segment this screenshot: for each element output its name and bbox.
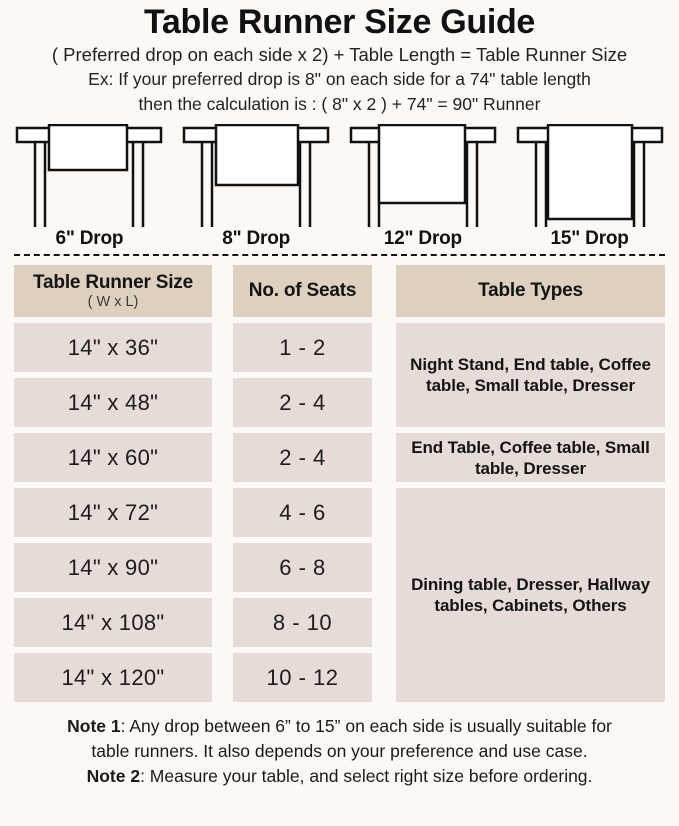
example-line-1: Ex: If your preferred drop is 8" on each… [88, 69, 591, 89]
seats-value: 2 - 4 [279, 444, 326, 470]
table-row: 14" x 72" [14, 488, 212, 537]
drop-diagram-8: 8" Drop [173, 124, 340, 250]
drop-label-6: 6" Drop [55, 228, 124, 249]
header-cell-table-types: Table Types [396, 265, 665, 317]
table-row: 14" x 120" [14, 653, 212, 702]
table-row: 8 - 10 [233, 598, 372, 647]
table-row: 14" x 36" [14, 323, 212, 372]
table-with-runner-illustration-15 [516, 124, 663, 227]
note-1-text: : Any drop between 6” to 15” on each sid… [120, 716, 612, 736]
note-1-continuation: table runners. It also depends on your p… [91, 741, 588, 761]
example-line-2: then the calculation is : ( 8" x 2 ) + 7… [138, 94, 541, 114]
runner-size-value: 14" x 90" [67, 554, 159, 580]
drop-diagram-6: 6" Drop [6, 124, 173, 250]
table-row: 10 - 12 [233, 653, 372, 702]
drop-diagram-15: 15" Drop [506, 124, 673, 250]
seats-value: 10 - 12 [266, 664, 339, 690]
drop-diagrams: 6" Drop 8" Drop 12" Drop [0, 124, 679, 250]
runner-size-value: 14" x 108" [61, 609, 165, 635]
table-row: 14" x 60" [14, 433, 212, 482]
note-line-1: Note 1: Any drop between 6” to 15” on ea… [6, 714, 673, 739]
column-runner-size: Table Runner Size ( W x L) 14" x 36" 14"… [14, 265, 212, 702]
seats-value: 4 - 6 [279, 499, 326, 525]
table-types-cell: End Table, Coffee table, Small table, Dr… [396, 433, 665, 482]
seats-value: 1 - 2 [279, 334, 326, 360]
seats-value: 2 - 4 [279, 389, 326, 415]
table-row: 2 - 4 [233, 378, 372, 427]
formula-line: ( Preferred drop on each side x 2) + Tab… [51, 44, 628, 65]
runner-size-value: 14" x 120" [61, 664, 165, 690]
runner-size-value: 14" x 60" [67, 444, 159, 470]
header-runner-size-title: Table Runner Size [33, 271, 193, 293]
table-with-runner-illustration-6 [16, 124, 163, 227]
table-types-value: End Table, Coffee table, Small table, Dr… [411, 437, 650, 478]
table-with-runner-illustration-12 [349, 124, 497, 227]
column-table-types: Table Types Night Stand, End table, Coff… [396, 265, 665, 702]
header-table-types-title: Table Types [478, 280, 583, 301]
page-title: Table Runner Size Guide [143, 3, 536, 41]
table-types-cell: Dining table, Dresser, Hallway tables, C… [396, 488, 665, 702]
size-table: Table Runner Size ( W x L) 14" x 36" 14"… [0, 265, 679, 702]
table-row: 2 - 4 [233, 433, 372, 482]
section-divider [14, 254, 665, 256]
drop-label-8: 8" Drop [222, 228, 291, 249]
note-2-text: : Measure your table, and select right s… [140, 766, 593, 786]
note-line-3: Note 2: Measure your table, and select r… [6, 764, 673, 789]
seats-value: 6 - 8 [279, 554, 326, 580]
column-seats: No. of Seats 1 - 2 2 - 4 2 - 4 4 - 6 6 -… [233, 265, 372, 702]
note-1-lead: Note 1 [67, 716, 121, 736]
table-row: 14" x 108" [14, 598, 212, 647]
note-line-2: table runners. It also depends on your p… [6, 739, 673, 764]
runner-size-value: 14" x 36" [67, 334, 159, 360]
header-runner-size-subtitle: ( W x L) [87, 293, 139, 310]
header-seats-title: No. of Seats [248, 280, 357, 301]
table-row: 1 - 2 [233, 323, 372, 372]
header-cell-seats: No. of Seats [233, 265, 372, 317]
drop-label-15: 15" Drop [550, 228, 629, 249]
runner-size-value: 14" x 72" [67, 499, 159, 525]
drop-label-12: 12" Drop [383, 228, 462, 249]
seats-value: 8 - 10 [272, 609, 333, 635]
note-2-lead: Note 2 [86, 766, 141, 786]
drop-diagram-12: 12" Drop [340, 124, 507, 250]
table-row: 4 - 6 [233, 488, 372, 537]
header: Table Runner Size Guide ( Preferred drop… [0, 0, 679, 117]
table-types-value: Dining table, Dresser, Hallway tables, C… [411, 575, 650, 615]
notes-section: Note 1: Any drop between 6” to 15” on ea… [0, 714, 679, 789]
table-with-runner-illustration-8 [182, 124, 330, 227]
table-types-value: Night Stand, End table, Coffee table, Sm… [410, 355, 651, 395]
table-row: 14" x 48" [14, 378, 212, 427]
table-row: 6 - 8 [233, 543, 372, 592]
header-cell-runner-size: Table Runner Size ( W x L) [14, 265, 212, 317]
table-types-cell: Night Stand, End table, Coffee table, Sm… [396, 323, 665, 427]
runner-size-value: 14" x 48" [67, 389, 159, 415]
table-row: 14" x 90" [14, 543, 212, 592]
